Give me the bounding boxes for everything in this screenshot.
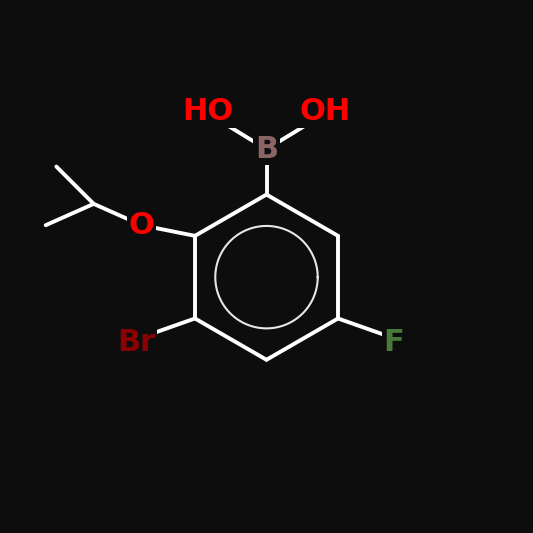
Text: O: O [128,211,155,240]
Text: OH: OH [300,98,351,126]
Text: F: F [384,328,405,357]
Text: B: B [255,135,278,164]
Text: Br: Br [117,328,156,357]
Text: HO: HO [182,98,233,126]
